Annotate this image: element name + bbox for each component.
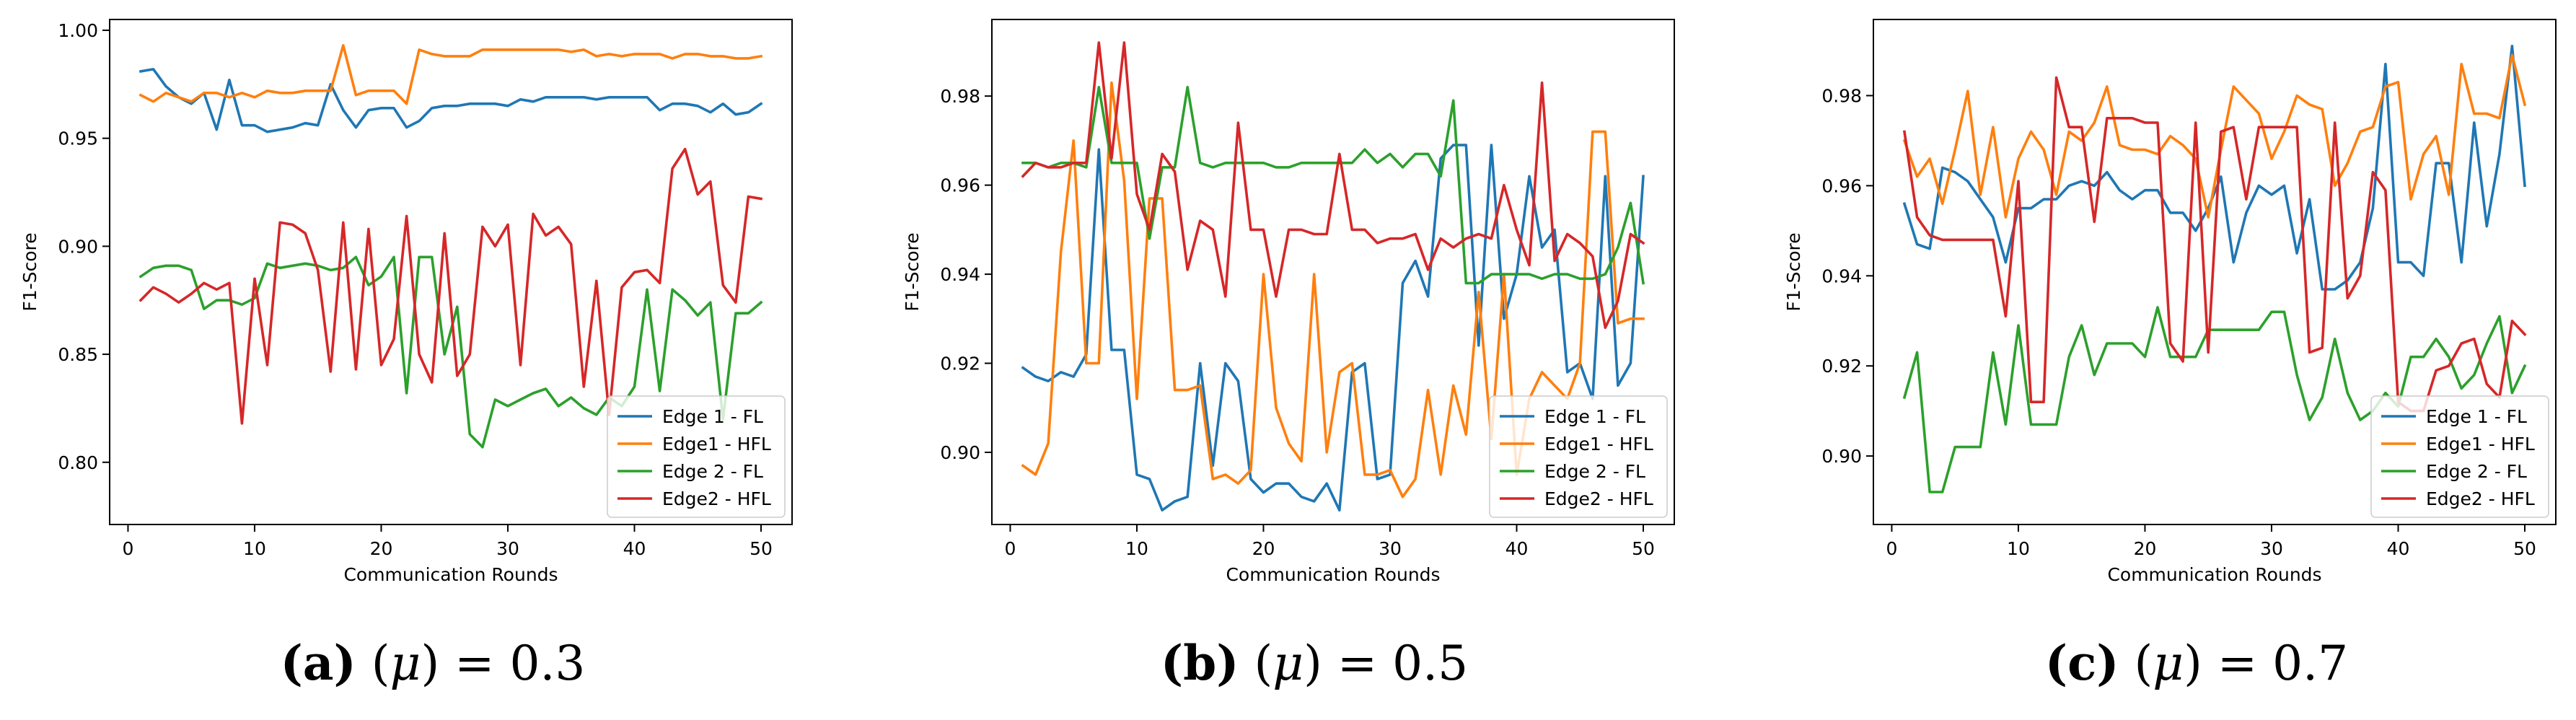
legend-a: Edge 1 - FL Edge1 - HFL Edge 2 - FL Edge2 -… bbox=[607, 395, 786, 518]
x-tick-label-b-20: 20 bbox=[1252, 538, 1275, 559]
x-axis-label-b: Communication Rounds bbox=[1226, 564, 1440, 585]
legend-label-a-3: Edge 2 - FL bbox=[662, 461, 763, 482]
series-line-b-4 bbox=[1021, 41, 1645, 330]
y-axis-label-a: F1-Score bbox=[19, 232, 40, 311]
legend-label-b-1: Edge 1 - FL bbox=[1544, 406, 1645, 427]
chart-a: 0 10 20 30 40 50 0.80 0.85 0.90 0.95 1.00 Communica… bbox=[19, 19, 793, 585]
y-axis-label-c: F1-Score bbox=[1783, 232, 1804, 311]
legend-label-a-1: Edge 1 - FL bbox=[662, 406, 763, 427]
y-tick-label-c-4: 0.98 bbox=[1821, 86, 1862, 107]
series-line-c-1 bbox=[1902, 44, 2526, 291]
x-tick-label-a-40: 40 bbox=[623, 538, 646, 559]
x-tick-label-b-40: 40 bbox=[1505, 538, 1529, 559]
x-tick-label-c-30: 30 bbox=[2260, 538, 2283, 559]
chart-c: 0 10 20 30 40 50 0.90 0.92 0.94 0.96 0.98 Communica… bbox=[1783, 19, 2557, 585]
legend-b: Edge 1 - FL Edge1 - HFL Edge 2 - FL Edge2 -… bbox=[1489, 395, 1668, 518]
series-line-a-1 bbox=[139, 68, 763, 133]
series-line-c-2 bbox=[1902, 53, 2527, 219]
series-line-c-4 bbox=[1902, 76, 2527, 413]
x-tick-label-a-50: 50 bbox=[749, 538, 773, 559]
legend-label-c-3: Edge 2 - FL bbox=[2426, 461, 2527, 482]
legend-label-c-4: Edge2 - HFL bbox=[2426, 488, 2535, 509]
caption-a-value: 0.3 bbox=[509, 636, 586, 691]
legend-box-c bbox=[2370, 395, 2549, 518]
caption-b-label: (b) bbox=[1160, 635, 1239, 691]
legend-label-b-3: Edge 2 - FL bbox=[1544, 461, 1645, 482]
series-line-a-3 bbox=[139, 255, 763, 449]
caption-b-symbol: μ bbox=[1272, 636, 1304, 691]
y-tick-label-c-2: 0.94 bbox=[1821, 265, 1862, 286]
axes-frame-a bbox=[109, 19, 793, 525]
caption-b-value: 0.5 bbox=[1392, 636, 1469, 691]
series-line-a-2 bbox=[139, 44, 763, 105]
chart-b: 0 10 20 30 40 50 0.90 0.92 0.94 0.96 0.98 Communica… bbox=[902, 19, 1675, 585]
legend-label-c-1: Edge 1 - FL bbox=[2426, 406, 2527, 427]
legend-label-a-4: Edge2 - HFL bbox=[662, 488, 771, 509]
legend-label-c-2: Edge1 - HFL bbox=[2426, 434, 2535, 455]
legend-box-b bbox=[1489, 395, 1668, 518]
x-tick-label-b-50: 50 bbox=[1632, 538, 1655, 559]
y-tick-label-b-4: 0.98 bbox=[940, 86, 980, 107]
x-axis-label-c: Communication Rounds bbox=[2107, 564, 2321, 585]
axes-frame-b bbox=[991, 19, 1675, 525]
caption-c-symbol: μ bbox=[2153, 636, 2184, 691]
x-tick-label-c-20: 20 bbox=[2134, 538, 2157, 559]
x-tick-label-b-10: 10 bbox=[1125, 538, 1148, 559]
caption-c: (c) (μ) = 0.7 bbox=[2044, 635, 2349, 691]
legend-box-a bbox=[607, 395, 786, 518]
legend-c: Edge 1 - FL Edge1 - HFL Edge 2 - FL Edge2 -… bbox=[2370, 395, 2549, 518]
x-tick-label-c-40: 40 bbox=[2387, 538, 2410, 559]
x-axis-label-a: Communication Rounds bbox=[343, 564, 558, 585]
y-axis-label-b: F1-Score bbox=[902, 232, 923, 311]
y-tick-label-a-1: 0.85 bbox=[58, 344, 98, 365]
caption-b: (b) (μ) = 0.5 bbox=[1160, 635, 1469, 691]
series-line-b-3 bbox=[1021, 86, 1645, 285]
series-line-b-2 bbox=[1021, 81, 1645, 499]
y-tick-label-c-3: 0.96 bbox=[1821, 175, 1862, 196]
series-line-b-1 bbox=[1021, 144, 1645, 512]
legend-label-b-2: Edge1 - HFL bbox=[1544, 434, 1653, 455]
x-tick-label-c-50: 50 bbox=[2513, 538, 2536, 559]
series-line-c-3 bbox=[1902, 306, 2527, 493]
y-tick-label-b-2: 0.94 bbox=[940, 264, 980, 285]
y-tick-label-b-3: 0.96 bbox=[940, 175, 980, 196]
x-tick-label-c-10: 10 bbox=[2007, 538, 2030, 559]
caption-a-symbol: μ bbox=[390, 636, 421, 691]
legend-label-b-4: Edge2 - HFL bbox=[1544, 488, 1653, 509]
caption-a: (a) (μ) = 0.3 bbox=[280, 635, 586, 691]
x-tick-label-b-0: 0 bbox=[1004, 538, 1016, 559]
y-tick-label-c-0: 0.90 bbox=[1821, 446, 1862, 467]
axes-frame-c bbox=[1873, 19, 2557, 525]
x-tick-label-c-0: 0 bbox=[1886, 538, 1897, 559]
x-tick-label-b-30: 30 bbox=[1379, 538, 1402, 559]
y-tick-label-a-2: 0.90 bbox=[58, 236, 98, 257]
y-tick-label-b-1: 0.92 bbox=[940, 354, 980, 374]
x-tick-label-a-0: 0 bbox=[122, 538, 133, 559]
caption-a-label: (a) bbox=[280, 635, 356, 691]
y-tick-label-a-4: 1.00 bbox=[58, 20, 98, 41]
y-tick-label-b-0: 0.90 bbox=[940, 442, 980, 463]
caption-c-label: (c) bbox=[2044, 635, 2119, 691]
charts-svg: 0 10 20 30 40 50 0.80 0.85 0.90 0.95 1.00 Communica… bbox=[19, 19, 2557, 585]
y-tick-label-c-1: 0.92 bbox=[1821, 356, 1862, 377]
x-tick-label-a-20: 20 bbox=[370, 538, 393, 559]
series-line-a-4 bbox=[139, 147, 763, 425]
y-tick-label-a-3: 0.95 bbox=[58, 128, 98, 149]
y-tick-label-a-0: 0.80 bbox=[58, 452, 98, 473]
caption-c-value: 0.7 bbox=[2272, 636, 2349, 691]
legend-label-a-2: Edge1 - HFL bbox=[662, 434, 771, 455]
x-tick-label-a-10: 10 bbox=[243, 538, 266, 559]
x-tick-label-a-30: 30 bbox=[496, 538, 519, 559]
